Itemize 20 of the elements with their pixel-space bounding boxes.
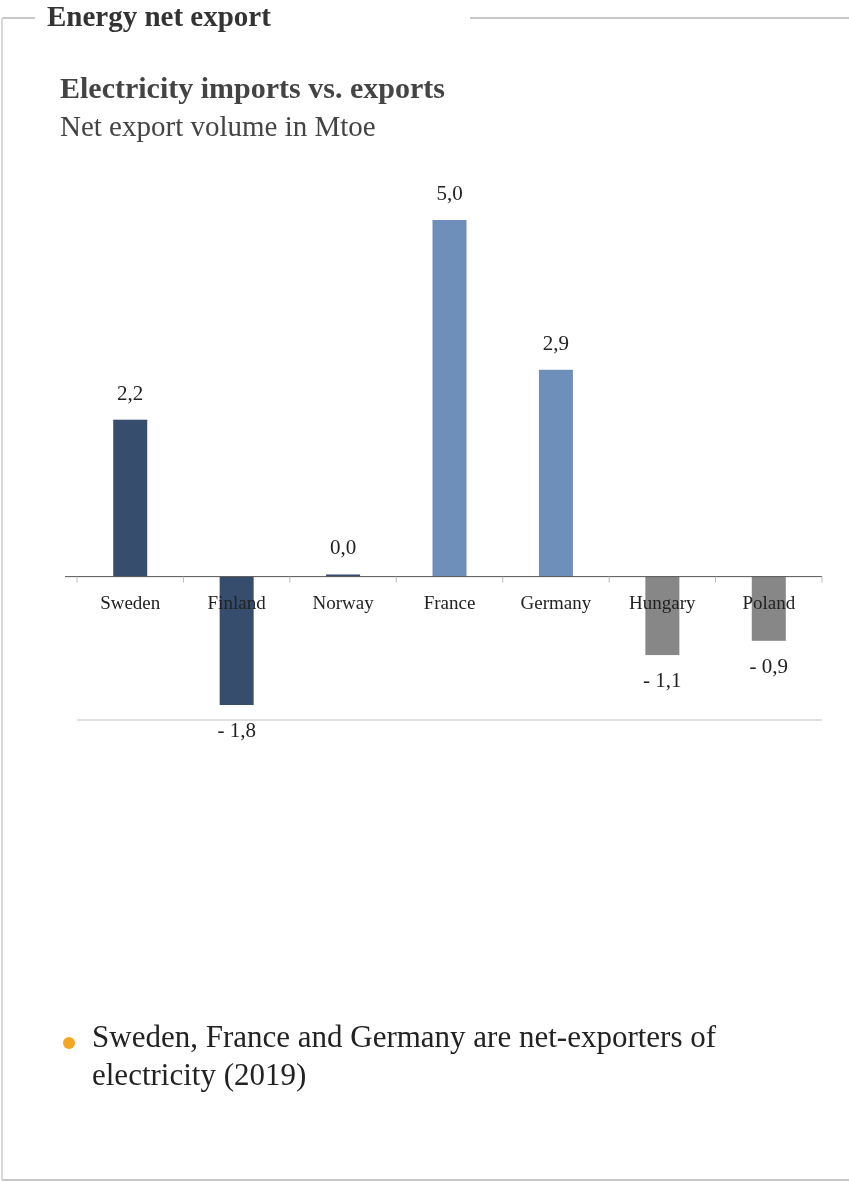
x-tick-label: Germany xyxy=(520,591,592,613)
data-label: - 0,9 xyxy=(749,653,789,678)
text: Energy net export xyxy=(47,0,272,32)
chart-title: Electricity imports vs. exports xyxy=(60,71,445,104)
chart-subtitle: Net export volume in Mtoe xyxy=(60,110,376,142)
bar xyxy=(538,369,573,577)
data-label: 2,2 xyxy=(117,380,144,405)
x-tick-label: Sweden xyxy=(100,591,161,613)
bar xyxy=(113,419,148,577)
data-label: - 1,8 xyxy=(217,718,256,742)
bar xyxy=(326,574,361,577)
data-label: 0,0 xyxy=(329,535,357,560)
x-tick-label: France xyxy=(423,591,476,613)
data-label: - 1,1 xyxy=(643,668,682,693)
x-tick-label: Hungary xyxy=(629,591,697,613)
data-label: 2,9 xyxy=(542,330,570,355)
data-label: 5,0 xyxy=(436,181,463,205)
x-tick-label: Norway xyxy=(312,591,375,613)
text: Sweden, France and Germany are net-exporters of electricity (2019) xyxy=(92,1018,718,1094)
bar xyxy=(432,220,467,577)
